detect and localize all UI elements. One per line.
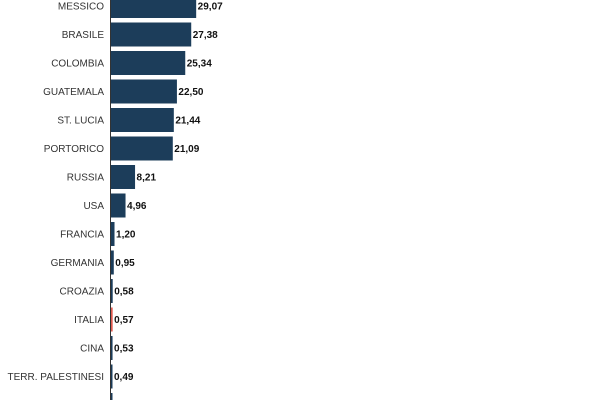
category-label: GERMANIA bbox=[51, 258, 105, 269]
value-label: 22,50 bbox=[178, 87, 203, 98]
value-label: 0,57 bbox=[114, 315, 134, 326]
category-label: ST. LUCIA bbox=[57, 116, 104, 127]
bar-usa bbox=[111, 193, 126, 218]
value-label: 1,20 bbox=[116, 230, 136, 241]
value-label: 0,49 bbox=[114, 372, 134, 383]
category-label: ITALIA bbox=[74, 315, 104, 326]
category-label: MESSICO bbox=[58, 2, 104, 13]
value-label: 21,09 bbox=[174, 144, 199, 155]
value-label: 8,21 bbox=[137, 173, 157, 184]
category-label: USA bbox=[83, 201, 104, 212]
bar-terr-palestinesi bbox=[111, 364, 113, 389]
value-label: 29,07 bbox=[198, 2, 223, 13]
value-label: 4,96 bbox=[127, 201, 147, 212]
category-label: PORTORICO bbox=[44, 144, 104, 155]
bar-russia bbox=[111, 165, 136, 189]
bar-germania bbox=[111, 250, 114, 275]
bar-croazia bbox=[111, 279, 113, 303]
category-label: CROAZIA bbox=[60, 287, 105, 298]
bar-portorico bbox=[111, 136, 173, 161]
bar-cina bbox=[111, 336, 113, 360]
category-label: GUATEMALA bbox=[43, 87, 104, 98]
bar-slovenia bbox=[111, 393, 113, 400]
value-label: 0,53 bbox=[114, 344, 134, 355]
value-label: 21,44 bbox=[175, 116, 200, 127]
value-label: 25,34 bbox=[187, 59, 212, 70]
bars-group bbox=[111, 0, 197, 400]
category-label: RUSSIA bbox=[67, 173, 105, 184]
bar-messico bbox=[111, 0, 197, 18]
bar-colombia bbox=[111, 51, 186, 75]
bar-st-lucia bbox=[111, 108, 174, 132]
category-label: TERR. PALESTINESI bbox=[7, 372, 104, 383]
value-labels-group: 29,07 27,38 25,34 22,50 21,44 21,09 8,21 4,96 1,… bbox=[114, 2, 223, 384]
bar-italia bbox=[111, 307, 113, 332]
category-label: FRANCIA bbox=[60, 230, 104, 241]
category-label: CINA bbox=[80, 344, 104, 355]
bar-brasile bbox=[111, 22, 192, 47]
bar-francia bbox=[111, 222, 115, 246]
bar-guatemala bbox=[111, 79, 177, 104]
value-label: 0,58 bbox=[114, 287, 134, 298]
category-labels-group: MESSICO BRASILE COLOMBIA GUATEMALA ST. LUCIA… bbox=[7, 2, 105, 384]
category-label: COLOMBIA bbox=[51, 59, 104, 70]
category-label: BRASILE bbox=[62, 30, 105, 41]
value-label: 0,95 bbox=[115, 258, 135, 269]
value-label: 27,38 bbox=[193, 30, 218, 41]
